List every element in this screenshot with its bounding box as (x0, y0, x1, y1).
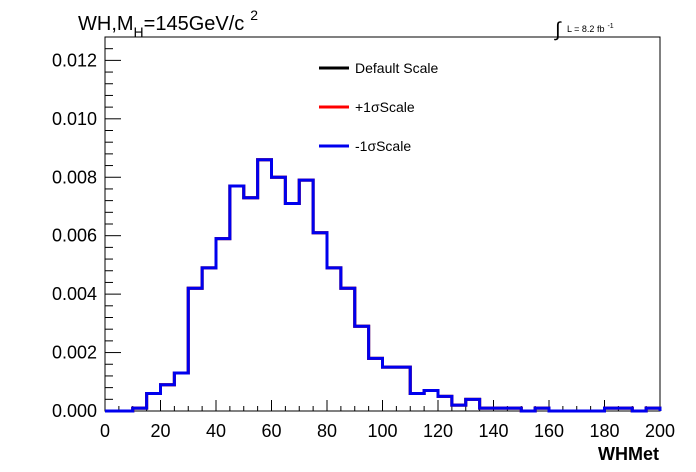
y-tick-label: 0.002 (52, 343, 97, 363)
legend-label: +1σScale (355, 99, 415, 115)
x-tick-label: 80 (317, 421, 337, 441)
x-tick-label: 200 (645, 421, 675, 441)
x-tick-label: 140 (478, 421, 508, 441)
x-tick-label: 180 (589, 421, 619, 441)
luminosity-label: L = 8.2 fb -1 (567, 23, 614, 34)
legend: Default Scale +1σScale -1σScale (319, 60, 438, 154)
y-tick-label: 0.012 (52, 50, 97, 70)
chart-title: WH,MH=145GeV/c 2 (78, 7, 258, 40)
axes: 0 20 40 60 80 100 120 140 160 180 200 0.000 0.002 0.0… (52, 36, 675, 441)
x-tick-label: 160 (534, 421, 564, 441)
y-tick-label: 0.000 (52, 401, 97, 421)
y-tick-label: 0.004 (52, 284, 97, 304)
luminosity-superscript: -1 (607, 23, 613, 30)
legend-label: -1σScale (355, 138, 411, 154)
x-tick-label: 40 (206, 421, 226, 441)
integral-symbol: ∫ (554, 19, 562, 41)
series-lines (105, 158, 662, 413)
x-tick-label: 100 (367, 421, 397, 441)
title-subscript: H (134, 24, 144, 40)
title-superscript: 2 (250, 7, 258, 23)
y-tick-label: 0.006 (52, 226, 97, 246)
title-suffix: =145GeV/c (144, 13, 245, 35)
luminosity-text: L = 8.2 fb (567, 24, 604, 34)
x-tick-label: 60 (261, 421, 281, 441)
x-tick-label: 120 (423, 421, 453, 441)
x-tick-label: 0 (100, 421, 110, 441)
title-prefix: WH,M (78, 13, 134, 35)
x-tick-label: 20 (150, 421, 170, 441)
y-tick-label: 0.010 (52, 109, 97, 129)
legend-label: Default Scale (355, 60, 438, 76)
x-axis-label: WHMet (598, 444, 659, 464)
series-line (105, 158, 662, 413)
y-tick-label: 0.008 (52, 167, 97, 187)
